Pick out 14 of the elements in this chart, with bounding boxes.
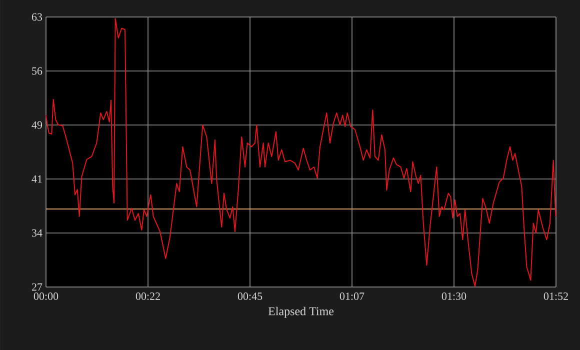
y-tick-label: 56 [32, 67, 42, 75]
x-tick-label: 00:00 [34, 292, 58, 300]
line-series [46, 18, 556, 287]
x-tick-label: 00:22 [136, 292, 160, 300]
x-tick-label: 00:45 [238, 292, 262, 300]
x-tick-label: 01:30 [442, 292, 466, 300]
y-tick-label: 49 [32, 121, 42, 129]
x-tick-label: 01:52 [544, 292, 568, 300]
x-tick-label: 01:07 [340, 292, 364, 300]
y-tick-label: 34 [32, 229, 42, 237]
y-tick-label: 41 [32, 175, 42, 183]
y-tick-label: 63 [32, 13, 42, 21]
x-axis-title: Elapsed Time [268, 306, 334, 318]
y-tick-label: 27 [32, 283, 42, 291]
